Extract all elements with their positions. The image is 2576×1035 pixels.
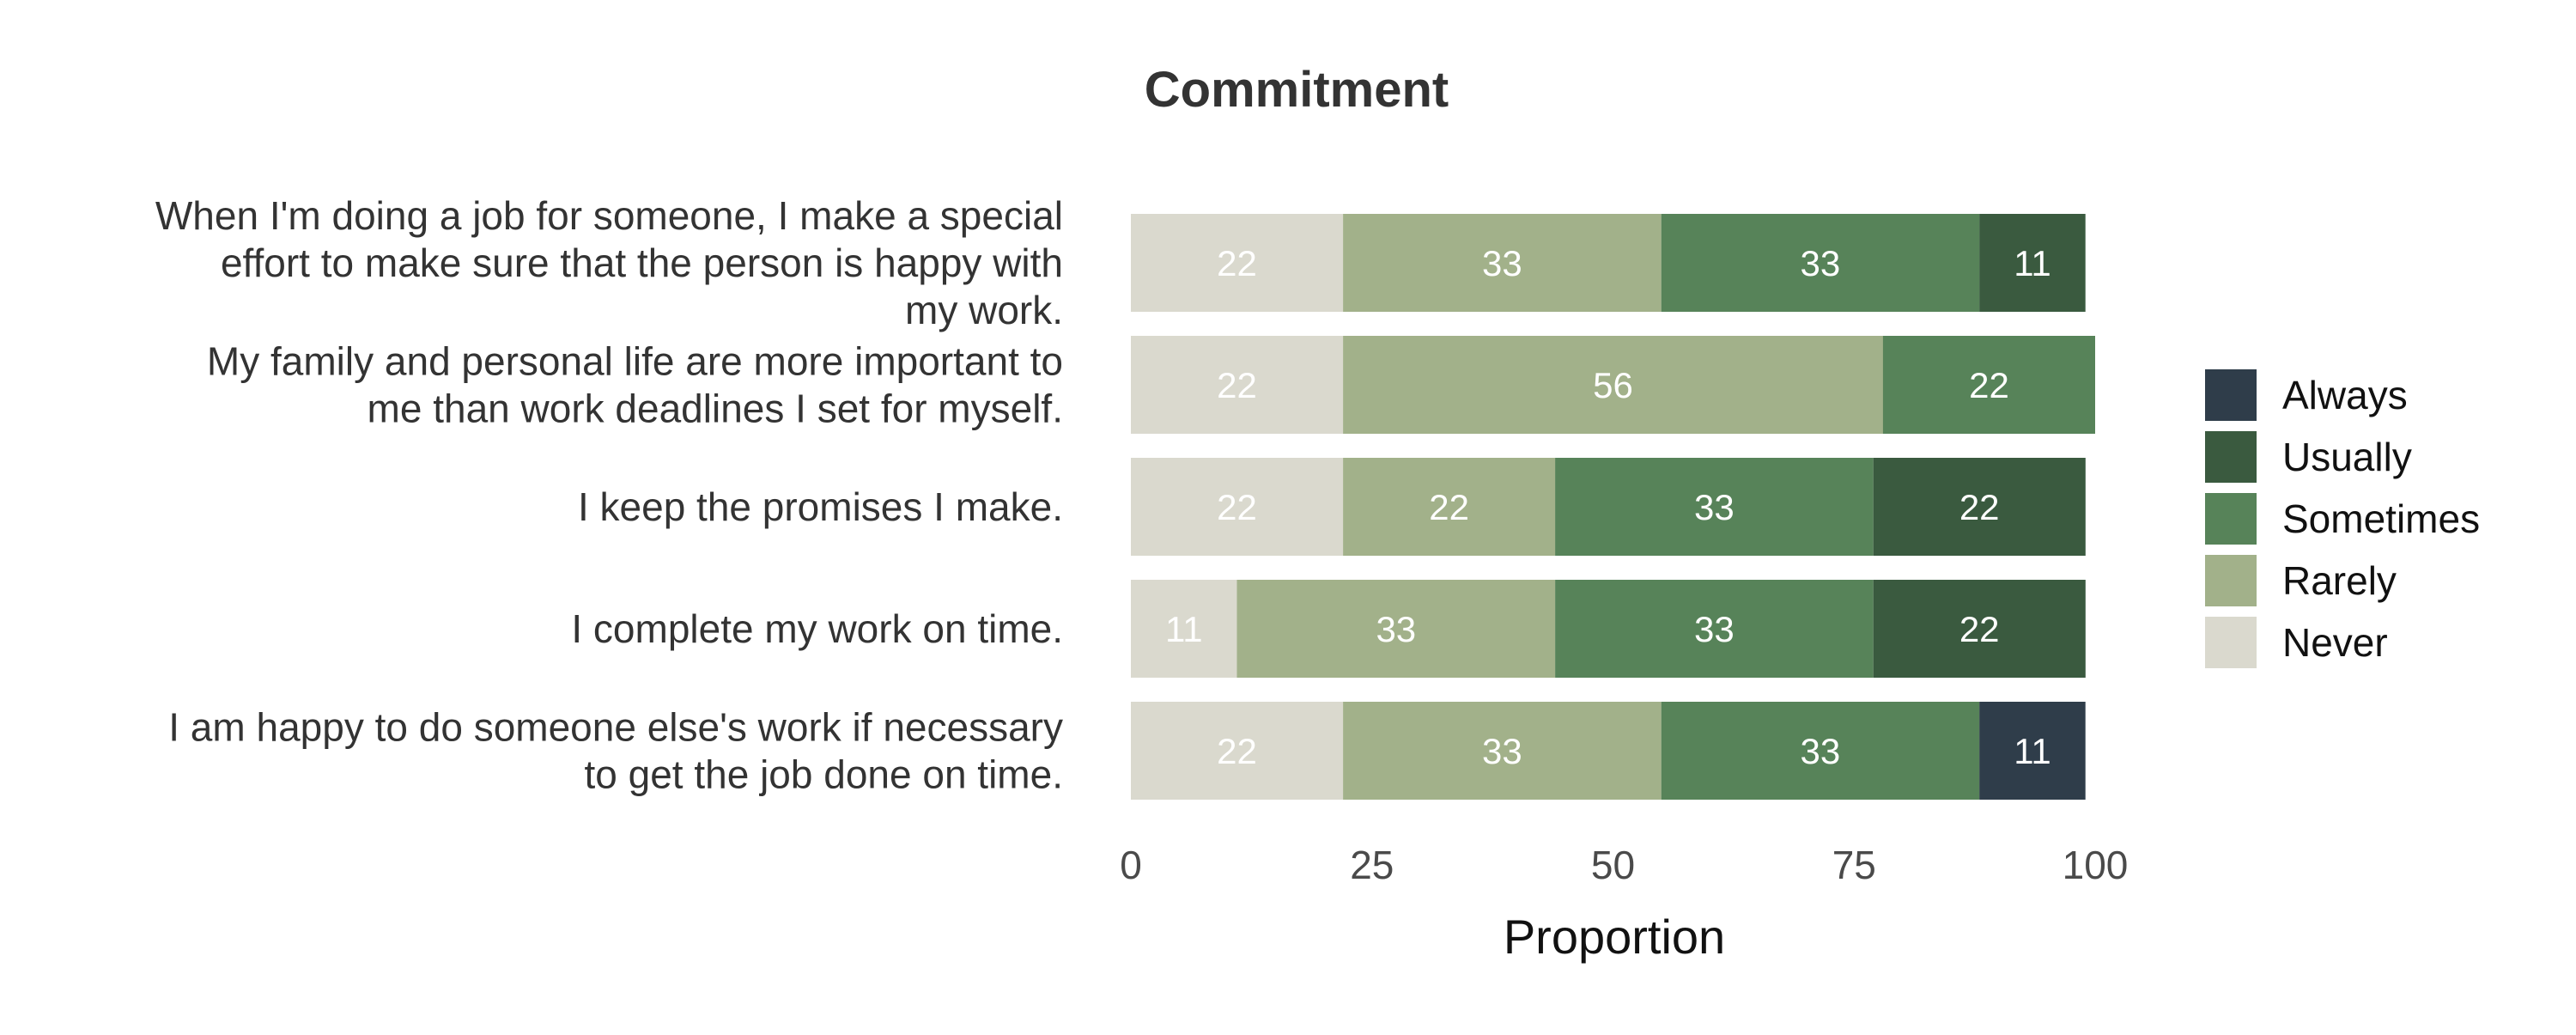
data-label-rarely-row-1: 33 [1482, 243, 1522, 283]
data-label-sometimes-row-4: 33 [1694, 609, 1735, 649]
data-label-usually-row-4: 22 [1959, 609, 2000, 649]
bar-segment-rarely-row-2 [1343, 336, 1883, 434]
legend-swatch-always [2205, 369, 2257, 421]
category-label-row-2: My family and personal life are more imp… [207, 339, 1063, 431]
data-label-sometimes-row-2: 22 [1969, 365, 2009, 405]
bar-segment-always-row-5 [1979, 702, 2086, 800]
category-label-row-5: I am happy to do someone else's work if … [168, 705, 1063, 797]
bar-segment-rarely-row-3 [1343, 458, 1556, 556]
category-label-row-1: When I'm doing a job for someone, I make… [155, 193, 1063, 332]
bar-segment-never-row-5 [1131, 702, 1344, 800]
x-axis-title: Proportion [1504, 910, 1725, 964]
legend-swatch-usually [2205, 431, 2257, 483]
chart-title: Commitment [1145, 62, 1449, 118]
data-label-never-row-3: 22 [1217, 487, 1257, 527]
data-label-always-row-5: 11 [2014, 731, 2051, 771]
data-label-rarely-row-4: 33 [1376, 609, 1416, 649]
bar-segment-usually-row-1 [1979, 214, 2086, 312]
category-labels: When I'm doing a job for someone, I make… [155, 193, 1063, 797]
bar-segment-sometimes-row-2 [1882, 336, 2095, 434]
legend-swatch-never [2205, 617, 2257, 668]
data-label-never-row-1: 22 [1217, 243, 1257, 283]
data-label-never-row-4: 11 [1165, 609, 1203, 649]
bar-segment-sometimes-row-3 [1555, 458, 1874, 556]
bar-segment-rarely-row-5 [1343, 702, 1662, 800]
bar-segment-rarely-row-1 [1343, 214, 1662, 312]
x-tick-label-0: 0 [1120, 843, 1142, 887]
x-tick-label-100: 100 [2063, 843, 2129, 887]
x-tick-label-75: 75 [1832, 843, 1876, 887]
category-label-row-3: I keep the promises I make. [578, 484, 1063, 529]
bar-segment-usually-row-3 [1873, 458, 2086, 556]
legend-label-always: Always [2282, 373, 2408, 417]
legend-swatch-rarely [2205, 555, 2257, 606]
bar-segment-usually-row-4 [1873, 580, 2086, 678]
data-label-rarely-row-5: 33 [1482, 731, 1522, 771]
category-label-row-4: I complete my work on time. [571, 606, 1063, 651]
data-label-rarely-row-3: 22 [1429, 487, 1469, 527]
data-label-sometimes-row-1: 33 [1801, 243, 1841, 283]
bar-segment-never-row-2 [1131, 336, 1344, 434]
bars-layer: 22 33 33 11 22 56 22 22 22 33 22 11 33 33 22 22 33 33 11 [1131, 214, 2095, 800]
bar-segment-never-row-4 [1131, 580, 1237, 678]
x-tick-label-25: 25 [1350, 843, 1394, 887]
legend-label-rarely: Rarely [2282, 558, 2397, 603]
x-tick-label-50: 50 [1591, 843, 1635, 887]
legend-label-sometimes: Sometimes [2282, 496, 2480, 541]
data-label-usually-row-1: 11 [2014, 243, 2051, 283]
legend-label-usually: Usually [2282, 435, 2412, 479]
data-label-rarely-row-2: 56 [1593, 365, 1633, 405]
data-label-never-row-2: 22 [1217, 365, 1257, 405]
legend-label-never: Never [2282, 620, 2388, 665]
legend: Always Usually Sometimes Rarely Never [2205, 369, 2480, 668]
bar-segment-never-row-3 [1131, 458, 1344, 556]
data-label-sometimes-row-5: 33 [1801, 731, 1841, 771]
bar-segment-sometimes-row-4 [1555, 580, 1874, 678]
legend-swatch-sometimes [2205, 493, 2257, 545]
data-label-usually-row-3: 22 [1959, 487, 2000, 527]
bar-segment-sometimes-row-5 [1661, 702, 1980, 800]
data-label-sometimes-row-3: 33 [1694, 487, 1735, 527]
bar-segment-never-row-1 [1131, 214, 1344, 312]
bar-segment-rarely-row-4 [1236, 580, 1556, 678]
x-axis-ticks: 0 25 50 75 100 [1120, 843, 2128, 887]
data-label-never-row-5: 22 [1217, 731, 1257, 771]
bar-segment-sometimes-row-1 [1661, 214, 1980, 312]
